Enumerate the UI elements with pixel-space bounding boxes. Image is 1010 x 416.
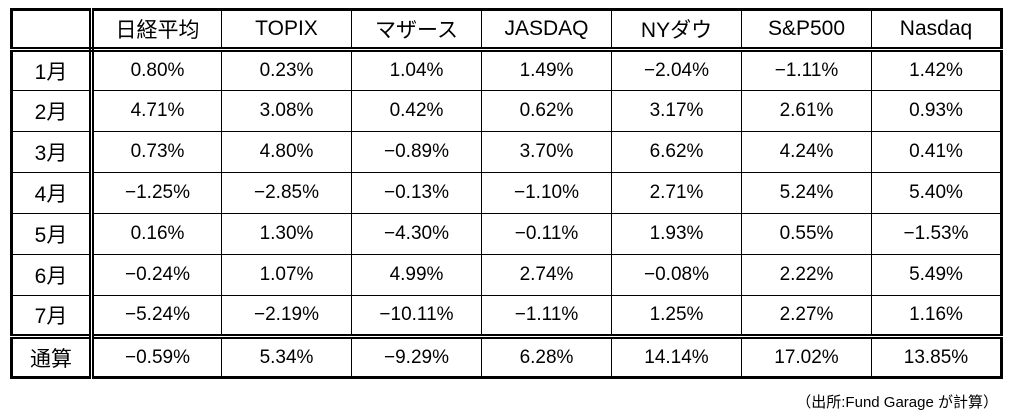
table-row-jul: 7月 −5.24% −2.19% −10.11% −1.11% 1.25% 2.… <box>11 295 1002 337</box>
header-cell-sp500: S&P500 <box>741 9 872 52</box>
value-cell: 2.61% <box>741 90 872 132</box>
total-value-cell: −9.29% <box>351 334 482 378</box>
value-cell: 5.24% <box>741 172 872 214</box>
value-cell: −0.24% <box>91 254 222 296</box>
value-cell: −1.10% <box>481 172 612 214</box>
value-cell: 1.49% <box>481 49 612 91</box>
value-cell: 5.49% <box>871 254 1002 296</box>
month-cell: 7月 <box>11 295 94 337</box>
value-cell: 2.71% <box>611 172 742 214</box>
value-cell: 1.30% <box>221 213 352 255</box>
header-cell-nasdaq: Nasdaq <box>871 9 1002 52</box>
value-cell: 0.62% <box>481 90 612 132</box>
value-cell: 3.08% <box>221 90 352 132</box>
value-cell: −2.04% <box>611 49 742 91</box>
table-row-feb: 2月 4.71% 3.08% 0.42% 0.62% 3.17% 2.61% 0… <box>11 90 1002 132</box>
value-cell: −1.11% <box>481 295 612 337</box>
header-row: 日経平均 TOPIX マザース JASDAQ NYダウ S&P500 Nasda… <box>11 9 1002 52</box>
table-row-total: 通算 −0.59% 5.34% −9.29% 6.28% 14.14% 17.0… <box>11 334 1002 378</box>
corner-cell <box>11 9 94 52</box>
value-cell: 1.93% <box>611 213 742 255</box>
table-row-jun: 6月 −0.24% 1.07% 4.99% 2.74% −0.08% 2.22%… <box>11 254 1002 296</box>
table-row-apr: 4月 −1.25% −2.85% −0.13% −1.10% 2.71% 5.2… <box>11 172 1002 214</box>
total-value-cell: 17.02% <box>741 334 872 378</box>
monthly-performance-table-wrap: 日経平均 TOPIX マザース JASDAQ NYダウ S&P500 Nasda… <box>10 8 1003 379</box>
value-cell: −2.19% <box>221 295 352 337</box>
source-footnote: （出所:Fund Garage が計算） <box>796 394 998 411</box>
value-cell: 1.25% <box>611 295 742 337</box>
total-value-cell: −0.59% <box>91 334 222 378</box>
table-row-mar: 3月 0.73% 4.80% −0.89% 3.70% 6.62% 4.24% … <box>11 131 1002 173</box>
month-cell: 5月 <box>11 213 94 255</box>
value-cell: −0.11% <box>481 213 612 255</box>
value-cell: 6.62% <box>611 131 742 173</box>
value-cell: −10.11% <box>351 295 482 337</box>
value-cell: −1.53% <box>871 213 1002 255</box>
value-cell: 5.40% <box>871 172 1002 214</box>
value-cell: −0.89% <box>351 131 482 173</box>
value-cell: 0.42% <box>351 90 482 132</box>
value-cell: −0.08% <box>611 254 742 296</box>
value-cell: 3.17% <box>611 90 742 132</box>
value-cell: 0.55% <box>741 213 872 255</box>
value-cell: −1.25% <box>91 172 222 214</box>
value-cell: 4.80% <box>221 131 352 173</box>
value-cell: 0.93% <box>871 90 1002 132</box>
table-row-may: 5月 0.16% 1.30% −4.30% −0.11% 1.93% 0.55%… <box>11 213 1002 255</box>
value-cell: 0.80% <box>91 49 222 91</box>
header-cell-nikkei: 日経平均 <box>91 9 222 52</box>
total-label-cell: 通算 <box>11 334 94 378</box>
month-cell: 1月 <box>11 49 94 91</box>
value-cell: −1.11% <box>741 49 872 91</box>
header-cell-nydow: NYダウ <box>611 9 742 52</box>
value-cell: 2.22% <box>741 254 872 296</box>
value-cell: −0.13% <box>351 172 482 214</box>
value-cell: 4.71% <box>91 90 222 132</box>
month-cell: 3月 <box>11 131 94 173</box>
total-value-cell: 14.14% <box>611 334 742 378</box>
month-cell: 6月 <box>11 254 94 296</box>
value-cell: 4.99% <box>351 254 482 296</box>
value-cell: 0.23% <box>221 49 352 91</box>
total-value-cell: 5.34% <box>221 334 352 378</box>
value-cell: 1.42% <box>871 49 1002 91</box>
month-cell: 4月 <box>11 172 94 214</box>
value-cell: 2.27% <box>741 295 872 337</box>
value-cell: 1.16% <box>871 295 1002 337</box>
month-cell: 2月 <box>11 90 94 132</box>
performance-table: 日経平均 TOPIX マザース JASDAQ NYダウ S&P500 Nasda… <box>10 8 1003 379</box>
value-cell: 1.07% <box>221 254 352 296</box>
value-cell: 3.70% <box>481 131 612 173</box>
header-cell-mothers: マザース <box>351 9 482 52</box>
value-cell: 0.41% <box>871 131 1002 173</box>
value-cell: 2.74% <box>481 254 612 296</box>
value-cell: −4.30% <box>351 213 482 255</box>
value-cell: 0.73% <box>91 131 222 173</box>
total-value-cell: 6.28% <box>481 334 612 378</box>
value-cell: 4.24% <box>741 131 872 173</box>
total-value-cell: 13.85% <box>871 334 1002 378</box>
header-cell-topix: TOPIX <box>221 9 352 52</box>
header-cell-jasdaq: JASDAQ <box>481 9 612 52</box>
value-cell: 0.16% <box>91 213 222 255</box>
table-row-jan: 1月 0.80% 0.23% 1.04% 1.49% −2.04% −1.11%… <box>11 49 1002 91</box>
value-cell: −5.24% <box>91 295 222 337</box>
value-cell: 1.04% <box>351 49 482 91</box>
value-cell: −2.85% <box>221 172 352 214</box>
